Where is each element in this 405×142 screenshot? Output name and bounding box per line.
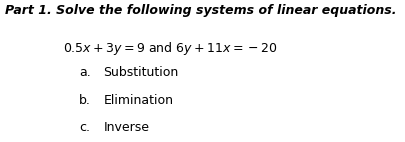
Text: Inverse: Inverse	[103, 121, 149, 134]
Text: Elimination: Elimination	[103, 94, 173, 107]
Text: a.: a.	[79, 66, 91, 79]
Text: $0.5x + 3y = 9\ $$\mathrm{and}\ $$6y + 11x = -20$: $0.5x + 3y = 9\ $$\mathrm{and}\ $$6y + 1…	[63, 40, 277, 57]
Text: Substitution: Substitution	[103, 66, 179, 79]
Text: Part 1. Solve the following systems of linear equations.: Part 1. Solve the following systems of l…	[5, 4, 396, 17]
Text: b.: b.	[79, 94, 91, 107]
Text: c.: c.	[79, 121, 90, 134]
